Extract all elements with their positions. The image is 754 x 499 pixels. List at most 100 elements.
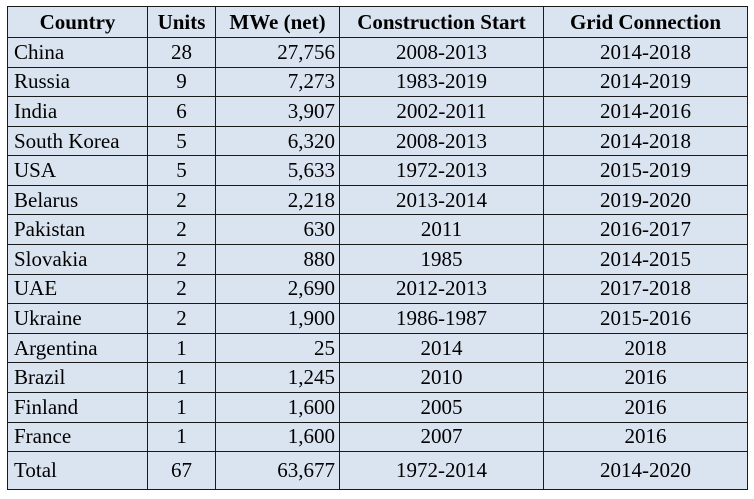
cell-mwe: 27,756 [215, 37, 340, 68]
cell-mwe: 2,690 [215, 273, 340, 305]
table-row: UAE 2 2,690 2012-2013 2017-2018 [7, 273, 748, 305]
cell-units: 9 [147, 66, 216, 98]
cell-country: Finland [7, 391, 148, 423]
cell-total-grid-connection: 2014-2020 [543, 451, 748, 490]
table-body: China 28 27,756 2008-2013 2014-2018 Russ… [7, 37, 748, 490]
cell-units: 2 [147, 184, 216, 216]
cell-grid-connection: 2014-2016 [543, 96, 748, 127]
cell-grid-connection: 2015-2019 [543, 155, 748, 186]
cell-country: Ukraine [7, 303, 148, 334]
cell-mwe: 630 [215, 214, 340, 246]
cell-construction-start: 2008-2013 [339, 125, 544, 157]
header-row: Country Units MWe (net) Construction Sta… [7, 6, 748, 38]
table-row: Pakistan 2 630 2011 2016-2017 [7, 214, 748, 246]
header-units: Units [147, 6, 216, 38]
table-row: Russia 9 7,273 1983-2019 2014-2019 [7, 66, 748, 98]
cell-construction-start: 2010 [339, 362, 544, 393]
cell-grid-connection: 2016-2017 [543, 214, 748, 246]
cell-construction-start: 2005 [339, 391, 544, 423]
cell-units: 1 [147, 391, 216, 423]
cell-mwe: 5,633 [215, 155, 340, 186]
table-row: France 1 1,600 2007 2016 [7, 421, 748, 453]
cell-grid-connection: 2016 [543, 421, 748, 453]
cell-country: USA [7, 155, 148, 186]
cell-country: Belarus [7, 184, 148, 216]
cell-units: 5 [147, 125, 216, 157]
table-row: USA 5 5,633 1972-2013 2015-2019 [7, 155, 748, 186]
table-row: China 28 27,756 2008-2013 2014-2018 [7, 37, 748, 68]
cell-construction-start: 2011 [339, 214, 544, 246]
cell-mwe: 3,907 [215, 96, 340, 127]
table-row: India 6 3,907 2002-2011 2014-2016 [7, 96, 748, 127]
cell-units: 1 [147, 362, 216, 393]
cell-units: 5 [147, 155, 216, 186]
cell-grid-connection: 2014-2019 [543, 66, 748, 98]
cell-country: Russia [7, 66, 148, 98]
cell-total-mwe: 63,677 [215, 451, 340, 490]
cell-units: 2 [147, 303, 216, 334]
cell-construction-start: 1985 [339, 244, 544, 275]
header-country: Country [7, 6, 148, 38]
cell-grid-connection: 2014-2015 [543, 244, 748, 275]
cell-grid-connection: 2019-2020 [543, 184, 748, 216]
cell-total-units: 67 [147, 451, 216, 490]
cell-units: 1 [147, 421, 216, 453]
cell-mwe: 1,245 [215, 362, 340, 393]
cell-mwe: 1,600 [215, 391, 340, 423]
cell-country: France [7, 421, 148, 453]
cell-mwe: 25 [215, 332, 340, 364]
cell-construction-start: 2013-2014 [339, 184, 544, 216]
cell-construction-start: 2007 [339, 421, 544, 453]
table-row: South Korea 5 6,320 2008-2013 2014-2018 [7, 125, 748, 157]
cell-country: Slovakia [7, 244, 148, 275]
header-mwe: MWe (net) [215, 6, 340, 38]
cell-construction-start: 2014 [339, 332, 544, 364]
cell-total-construction-start: 1972-2014 [339, 451, 544, 490]
cell-grid-connection: 2014-2018 [543, 37, 748, 68]
cell-country: Brazil [7, 362, 148, 393]
cell-construction-start: 1983-2019 [339, 66, 544, 98]
table-row: Finland 1 1,600 2005 2016 [7, 391, 748, 423]
header-grid-connection: Grid Connection [543, 6, 748, 38]
cell-total-label: Total [7, 451, 148, 490]
cell-mwe: 1,600 [215, 421, 340, 453]
table-row: Brazil 1 1,245 2010 2016 [7, 362, 748, 393]
cell-country: Pakistan [7, 214, 148, 246]
total-row: Total 67 63,677 1972-2014 2014-2020 [7, 451, 748, 490]
cell-mwe: 880 [215, 244, 340, 275]
table-header: Country Units MWe (net) Construction Sta… [7, 6, 748, 38]
cell-construction-start: 1986-1987 [339, 303, 544, 334]
cell-grid-connection: 2014-2018 [543, 125, 748, 157]
cell-construction-start: 2002-2011 [339, 96, 544, 127]
cell-mwe: 2,218 [215, 184, 340, 216]
cell-units: 2 [147, 273, 216, 305]
reactor-table: Country Units MWe (net) Construction Sta… [7, 6, 748, 490]
cell-grid-connection: 2016 [543, 391, 748, 423]
cell-grid-connection: 2015-2016 [543, 303, 748, 334]
cell-units: 2 [147, 244, 216, 275]
cell-mwe: 1,900 [215, 303, 340, 334]
table-container: Country Units MWe (net) Construction Sta… [7, 6, 748, 490]
table-row: Slovakia 2 880 1985 2014-2015 [7, 244, 748, 275]
cell-country: UAE [7, 273, 148, 305]
cell-country: India [7, 96, 148, 127]
cell-units: 28 [147, 37, 216, 68]
cell-mwe: 7,273 [215, 66, 340, 98]
cell-grid-connection: 2016 [543, 362, 748, 393]
cell-grid-connection: 2017-2018 [543, 273, 748, 305]
cell-country: China [7, 37, 148, 68]
cell-country: South Korea [7, 125, 148, 157]
cell-country: Argentina [7, 332, 148, 364]
cell-units: 6 [147, 96, 216, 127]
cell-construction-start: 2008-2013 [339, 37, 544, 68]
cell-grid-connection: 2018 [543, 332, 748, 364]
table-row: Ukraine 2 1,900 1986-1987 2015-2016 [7, 303, 748, 334]
table-row: Argentina 1 25 2014 2018 [7, 332, 748, 364]
cell-units: 2 [147, 214, 216, 246]
cell-mwe: 6,320 [215, 125, 340, 157]
cell-units: 1 [147, 332, 216, 364]
cell-construction-start: 1972-2013 [339, 155, 544, 186]
cell-construction-start: 2012-2013 [339, 273, 544, 305]
table-row: Belarus 2 2,218 2013-2014 2019-2020 [7, 184, 748, 216]
header-construction-start: Construction Start [339, 6, 544, 38]
